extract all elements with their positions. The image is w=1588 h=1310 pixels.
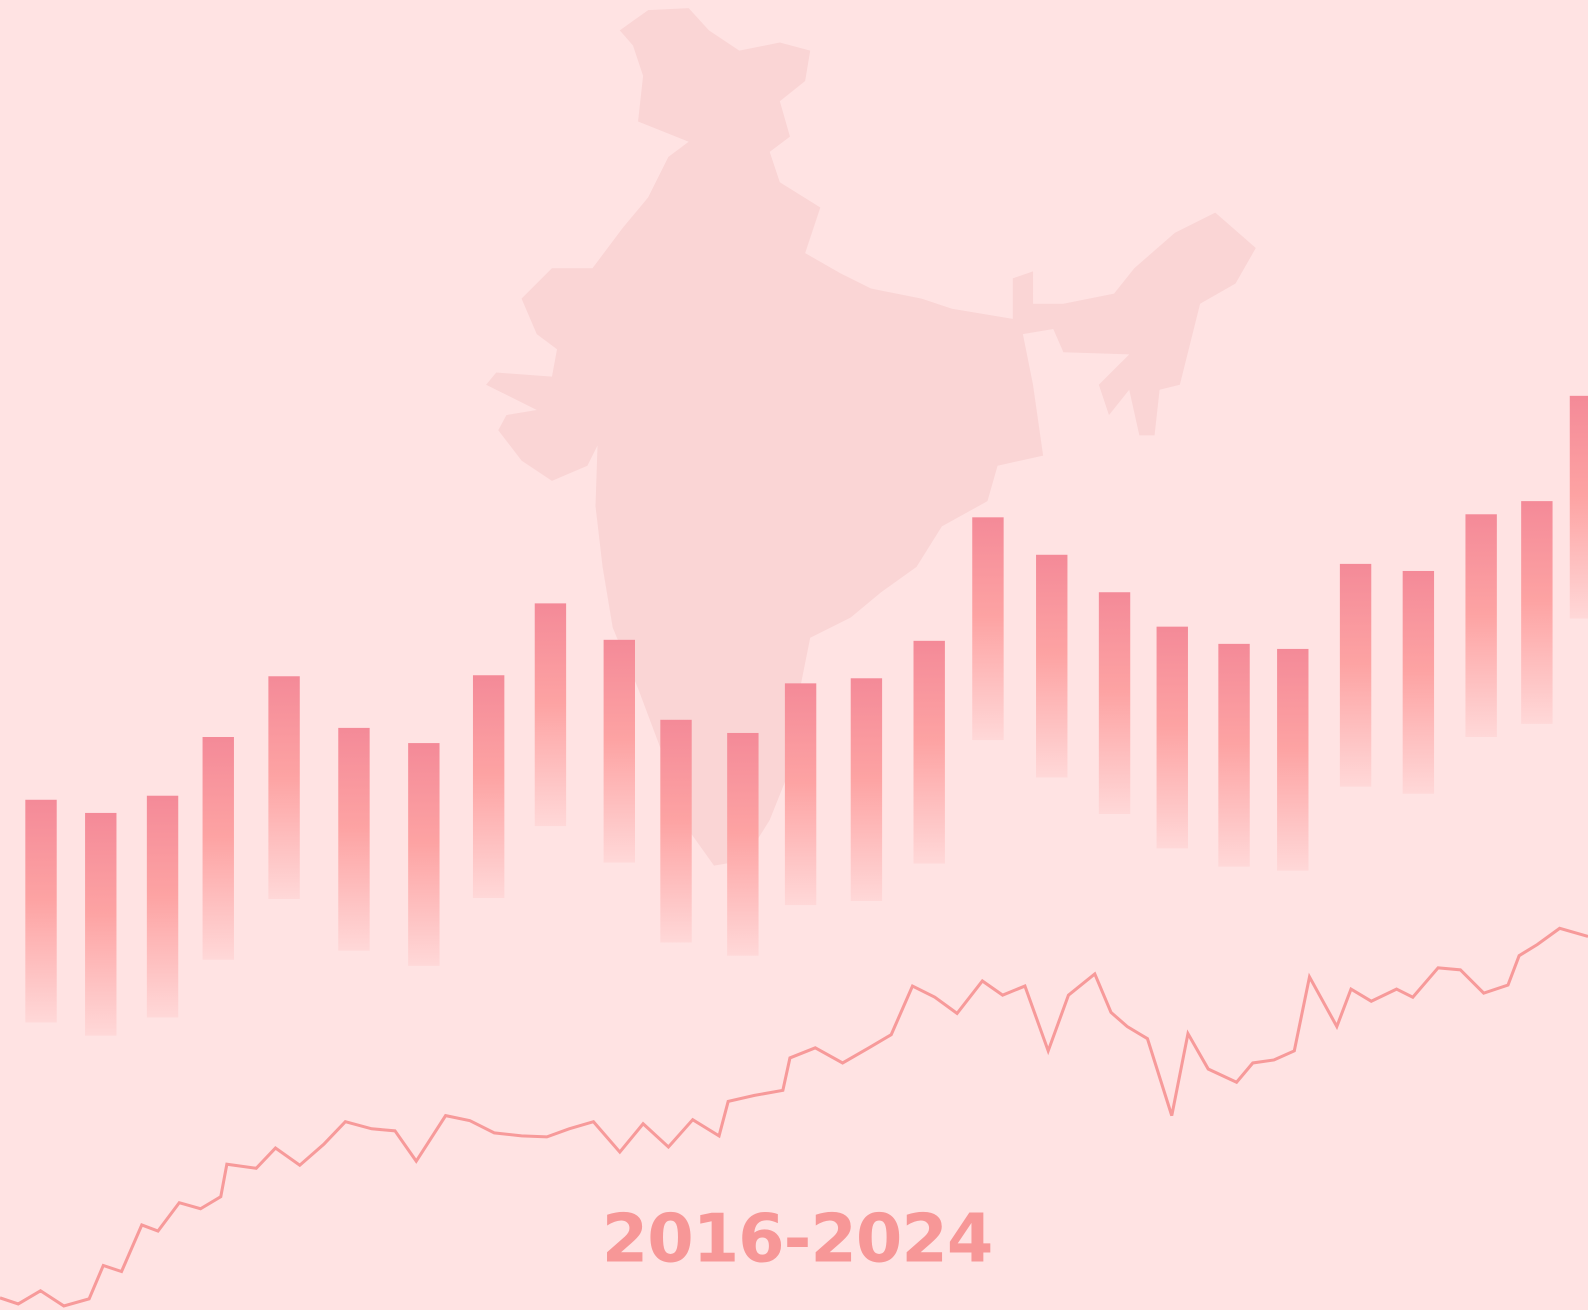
- bar: [1156, 626, 1188, 849]
- bar: [1569, 395, 1588, 619]
- bar: [1402, 570, 1435, 794]
- bar: [338, 727, 370, 951]
- bar: [25, 799, 57, 1023]
- bar: [408, 743, 440, 966]
- bar: [913, 640, 945, 864]
- bar: [534, 603, 567, 827]
- bar: [268, 676, 300, 899]
- bar: [727, 732, 759, 956]
- bar: [1277, 648, 1309, 871]
- bar: [1098, 592, 1131, 814]
- trend-line: [0, 926, 1588, 1308]
- title: 2016-2024: [602, 1199, 993, 1277]
- bar: [1521, 501, 1553, 724]
- bar: [784, 683, 817, 906]
- bar: [1218, 643, 1250, 867]
- bar: [472, 675, 505, 898]
- bar: [603, 639, 635, 863]
- bar: [85, 812, 117, 1036]
- bar: [202, 737, 234, 960]
- bar: [850, 678, 883, 902]
- bar: [1339, 563, 1372, 787]
- map-silhouette: [486, 8, 1256, 866]
- bar: [1036, 554, 1068, 778]
- bar: [1465, 514, 1497, 738]
- bar: [146, 795, 179, 1018]
- bar: [972, 517, 1004, 741]
- bars: [25, 395, 1588, 1036]
- bar: [660, 719, 692, 943]
